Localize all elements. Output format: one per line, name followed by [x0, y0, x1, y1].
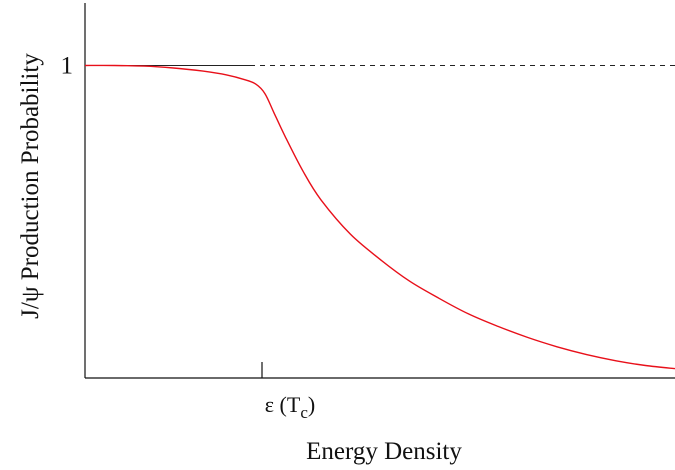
x-tick-label-suffix: ) — [308, 392, 315, 417]
y-tick-label-1: 1 — [61, 53, 74, 80]
x-tick-label-tc: ε (Tc) — [265, 392, 315, 422]
x-tick-label-main: ε (T — [265, 392, 301, 417]
y-axis-title: J/ψ Production Probability — [17, 53, 44, 319]
x-tick-label-subscript: c — [300, 403, 308, 422]
series-line — [84, 64, 675, 370]
x-axis-title: Energy Density — [306, 438, 462, 465]
